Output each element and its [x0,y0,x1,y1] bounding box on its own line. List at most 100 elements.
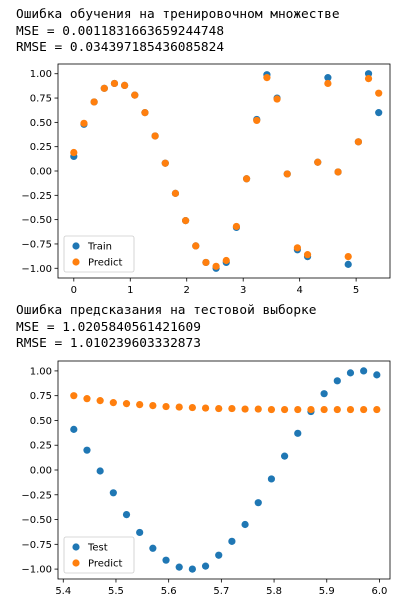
test-point-0-12 [228,537,236,545]
test-point-1-6 [149,401,157,410]
test-point-0-15 [267,475,276,483]
train-xtick-label-5: 5 [353,285,359,296]
test-point-1-18 [307,405,315,414]
train-point-1-19 [263,74,271,82]
train-point-1-29 [364,74,373,83]
test-point-0-22 [360,367,368,375]
test-point-0-16 [281,452,289,460]
train-legend-marker-0 [72,242,80,250]
test-ytick-label-1: 0.75 [30,391,52,402]
test-legend-marker-1 [72,559,80,567]
train-point-1-21 [283,170,291,178]
test-point-1-22 [360,405,368,414]
test-point-1-23 [373,405,381,414]
test-ytick-label-4: 0.00 [30,466,52,477]
train-scatter-chart: 1.00 0.75 0.50 0.25 0.00 −0.25 −0.50 −0.75 −1.00… [21,63,391,296]
train-ytick-label-6: −0.50 [21,215,52,226]
test-ytick-label-6: −0.50 [21,515,52,526]
test-series-0 [70,367,381,573]
train-point-1-20 [273,95,281,103]
test-point-1-3 [109,399,117,407]
train-legend-label-1: Predict [88,258,123,269]
train-ytick-label-8: −1.00 [21,264,52,275]
test-xtick-label-0: 5.4 [55,586,71,597]
train-point-1-4 [110,79,119,88]
train-ytick-label-4: 0.00 [30,167,52,178]
test-point-1-7 [162,402,170,411]
train-series-1 [70,74,383,270]
train-point-1-12 [192,242,200,250]
test-point-1-9 [188,403,196,412]
train-point-1-16 [232,222,241,231]
test-xtick-label-3: 5.7 [213,586,229,597]
test-point-1-15 [267,405,276,414]
train-point-1-5 [121,81,129,89]
test-legend-label-0: Test [87,543,108,554]
test-point-1-10 [201,404,210,412]
test-point-0-4 [122,510,131,519]
test-point-1-16 [281,405,289,414]
train-xtick-label-3: 3 [240,285,246,296]
train-point-1-0 [70,148,78,157]
train-ytick-label-0: 1.00 [30,69,52,80]
test-point-0-5 [136,528,144,537]
train-ytick-label-1: 0.75 [30,94,52,105]
train-ytick-label-5: −0.25 [21,191,52,202]
train-point-1-7 [141,109,149,117]
test-point-1-2 [96,397,104,405]
test-point-0-23 [373,371,381,379]
train-point-1-1 [80,119,88,127]
train-ytick-label-7: −0.75 [21,239,52,250]
test-point-0-9 [188,565,196,573]
train-point-1-14 [212,262,220,270]
train-point-1-24 [314,158,322,166]
train-legend: Train Predict [63,235,135,273]
test-point-0-21 [346,369,355,377]
train-output: Ошибка обучения на тренировочном множест… [0,7,419,57]
train-xtick-label-0: 0 [71,285,77,296]
test-point-0-17 [294,429,302,437]
train-point-1-9 [161,159,169,167]
test-point-0-20 [333,377,341,385]
test-point-1-13 [241,405,249,413]
test-point-0-3 [109,489,117,497]
train-error-title: Ошибка обучения на тренировочном множест… [16,7,340,22]
train-ytick-label-3: 0.25 [30,142,52,153]
train-point-1-23 [303,251,312,259]
test-point-0-0 [70,425,78,433]
train-xtick-label-2: 2 [184,285,190,296]
test-point-1-1 [83,395,91,403]
test-mse: MSE = 1.0205840561421609 [16,319,201,335]
test-point-1-4 [122,400,131,408]
test-point-0-7 [162,556,170,564]
train-legend-box [63,235,135,273]
train-point-1-18 [253,116,261,125]
train-ytick-label-2: 0.50 [30,118,52,129]
test-ytick-label-5: −0.25 [21,490,52,501]
train-point-1-8 [151,132,159,140]
train-point-1-22 [293,244,302,252]
train-mse: MSE = 0.0011831663659244748 [16,23,225,39]
test-legend: Test Predict [63,536,135,574]
train-point-1-30 [375,89,383,97]
test-point-0-8 [175,563,183,571]
train-point-1-17 [242,175,251,183]
test-xtick-label-1: 5.5 [108,586,124,597]
test-point-1-8 [175,403,183,411]
test-ytick-label-7: −0.75 [21,540,52,551]
train-point-1-25 [324,79,332,88]
test-scatter-chart: 1.00 0.75 0.50 0.25 0.00 −0.25 −0.50 −0.75 −1.00… [21,360,391,597]
test-point-1-5 [136,401,144,409]
test-xtick-label-6: 6.0 [372,586,388,597]
test-point-0-1 [83,446,91,454]
train-xtick-label-4: 4 [296,285,302,296]
train-point-1-15 [222,256,230,265]
test-legend-box [63,536,135,574]
train-rmse: RMSE = 0.034397185436085824 [16,40,225,55]
test-ytick-label-8: −1.00 [21,565,52,576]
test-point-1-12 [228,404,236,413]
test-point-0-10 [201,562,210,570]
train-point-0-25 [324,74,332,82]
test-point-0-11 [215,551,223,559]
train-point-1-28 [354,138,362,146]
